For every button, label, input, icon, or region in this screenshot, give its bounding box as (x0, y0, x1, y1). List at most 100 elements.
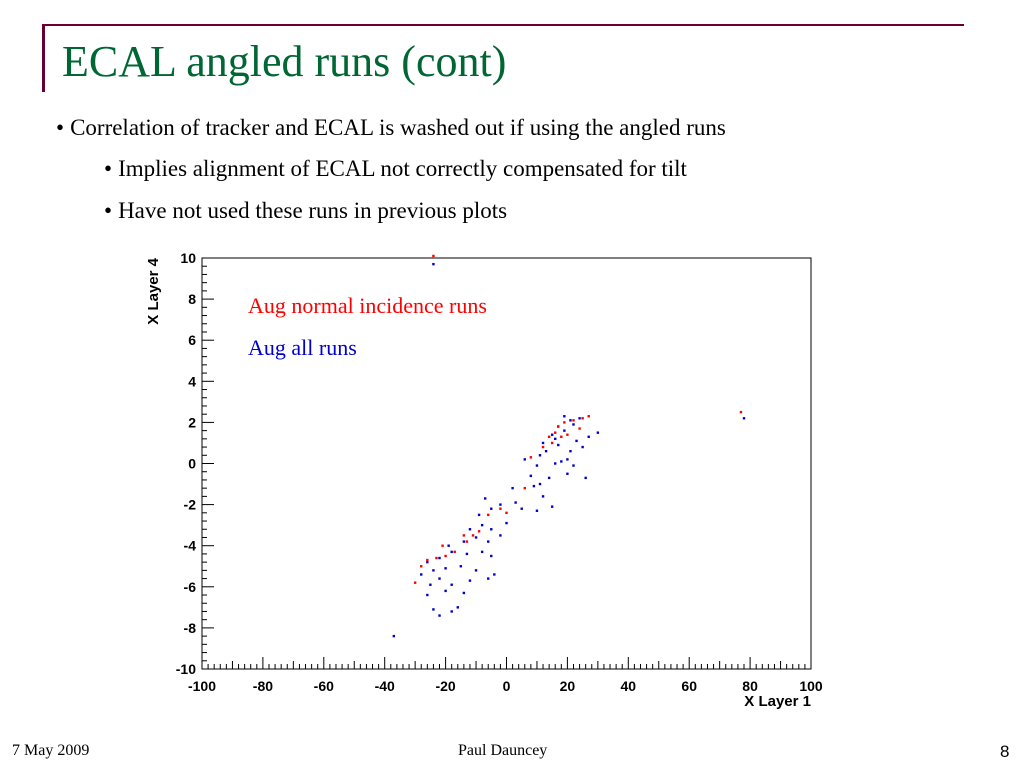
data-point-normal-runs (572, 419, 575, 422)
data-point-all-runs (462, 540, 466, 543)
y-tick-label: -2 (184, 497, 197, 513)
legend-entry-normal-runs: Aug normal incidence runs (248, 293, 487, 318)
data-point-all-runs (477, 513, 481, 517)
data-point-all-runs (426, 593, 429, 597)
data-point-all-runs (575, 439, 578, 443)
y-tick-label: 4 (188, 373, 196, 389)
x-tick-label: -60 (314, 678, 334, 694)
data-point-normal-runs (413, 581, 417, 584)
bullet-text: Have not used these runs in previous plo… (118, 198, 508, 223)
y-tick-label: -4 (184, 538, 197, 554)
data-point-all-runs (447, 544, 450, 547)
footer-author: Paul Dauncey (458, 742, 548, 759)
data-point-all-runs (547, 476, 551, 480)
data-point-normal-runs (557, 425, 560, 428)
legend-entry-all-runs: Aug all runs (248, 335, 357, 360)
data-point-all-runs (523, 458, 526, 461)
data-point-normal-runs (435, 556, 438, 560)
x-tick-label: 20 (560, 678, 576, 694)
data-point-normal-runs (554, 431, 557, 434)
x-tick-label: -20 (435, 678, 455, 694)
data-point-all-runs (490, 528, 493, 531)
data-point-all-runs (426, 560, 429, 564)
data-point-normal-runs (453, 550, 456, 554)
data-point-normal-runs (550, 441, 554, 445)
data-point-all-runs (563, 429, 566, 432)
x-tick-label: 0 (503, 678, 511, 694)
data-point-all-runs (596, 431, 600, 434)
data-point-normal-runs (739, 410, 743, 414)
data-point-all-runs (557, 443, 560, 447)
data-point-all-runs (584, 476, 587, 480)
data-point-all-runs (532, 484, 536, 488)
data-point-all-runs (550, 505, 554, 508)
y-tick-label: 6 (188, 332, 196, 348)
data-point-all-runs (444, 567, 447, 570)
data-point-all-runs (511, 486, 514, 490)
data-point-all-runs (520, 507, 523, 510)
data-point-all-runs (450, 583, 453, 586)
data-point-all-runs (487, 540, 490, 543)
y-axis-label: X Layer 4 (145, 257, 162, 324)
data-point-normal-runs (499, 507, 502, 510)
data-point-all-runs (468, 528, 472, 531)
data-point-all-runs (569, 419, 572, 422)
x-axis-label: X Layer 1 (744, 693, 811, 710)
data-point-all-runs (432, 608, 435, 611)
x-tick-label: 100 (799, 678, 823, 694)
y-tick-label: -6 (184, 579, 197, 595)
data-point-all-runs (581, 445, 584, 449)
data-point-all-runs (566, 472, 569, 475)
data-point-all-runs (572, 464, 575, 467)
data-point-all-runs (429, 583, 432, 586)
data-point-all-runs (538, 482, 542, 486)
data-point-all-runs (541, 441, 545, 445)
data-point-all-runs (560, 460, 563, 463)
data-point-normal-runs (581, 417, 584, 420)
data-point-normal-runs (444, 554, 447, 558)
data-point-all-runs (566, 458, 569, 461)
data-point-all-runs (468, 579, 472, 582)
data-point-all-runs (499, 503, 502, 506)
data-point-normal-runs (477, 530, 481, 533)
x-tick-label: -100 (188, 678, 216, 694)
data-point-all-runs (554, 462, 557, 465)
bullet-text: Implies alignment of ECAL not correctly … (118, 156, 687, 181)
slide-title: ECAL angled runs (cont) (62, 37, 507, 86)
data-point-normal-runs (462, 534, 466, 537)
data-point-all-runs (578, 417, 581, 420)
footer-date: 7 May 2009 (12, 742, 90, 759)
data-point-all-runs (493, 573, 496, 576)
data-point-normal-runs (426, 558, 429, 562)
x-tick-label: 80 (742, 678, 758, 694)
data-point-all-runs (474, 536, 478, 539)
data-point-all-runs (432, 262, 435, 266)
data-point-all-runs (541, 495, 545, 498)
y-tick-label: 10 (180, 250, 196, 266)
data-point-all-runs (444, 589, 447, 593)
bullet-level2: • Implies alignment of ECAL not correctly… (104, 155, 687, 183)
data-point-all-runs (544, 449, 548, 453)
title-accent-vertical-line (42, 24, 45, 92)
data-point-all-runs (432, 569, 435, 572)
data-point-all-runs (535, 464, 539, 467)
data-point-normal-runs (560, 435, 563, 438)
data-point-all-runs (438, 577, 441, 580)
y-tick-label: 2 (188, 414, 196, 430)
x-tick-label: 60 (681, 678, 697, 694)
data-point-normal-runs (566, 433, 569, 436)
data-point-all-runs (490, 554, 493, 558)
data-point-all-runs (462, 591, 466, 595)
bullet-level2: • Have not used these runs in previous pl… (104, 197, 507, 225)
data-point-all-runs (554, 437, 557, 441)
bullet-glyph: • (56, 115, 65, 140)
bullet-level1: • Correlation of tracker and ECAL is wash… (56, 114, 726, 142)
data-point-normal-runs (523, 486, 526, 490)
axes-layer: -100 -80 -60 -40 -20 0 20 40 60 80 100-10-8-6-4-20… (176, 250, 823, 694)
plot-frame (201, 257, 812, 670)
data-point-normal-runs (465, 540, 469, 543)
data-point-normal-runs (487, 513, 490, 517)
data-point-all-runs (563, 415, 566, 418)
bullet-glyph: • (104, 156, 113, 181)
data-point-normal-runs (547, 435, 551, 438)
